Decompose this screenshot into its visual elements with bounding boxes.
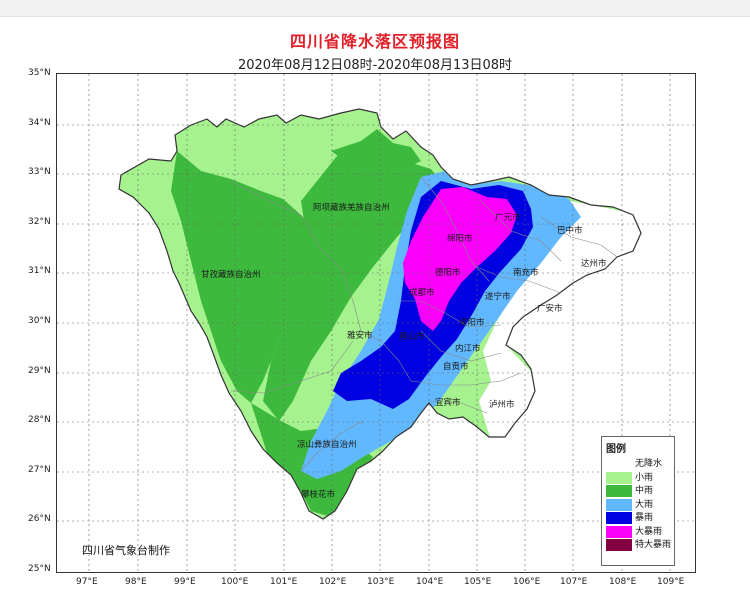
region-label-dazhou: 达州市 xyxy=(581,258,607,269)
producer-credit: 四川省气象台制作 xyxy=(82,544,170,557)
lat-label-28: 28°N xyxy=(28,415,51,425)
lon-label-98: 98°E xyxy=(125,577,147,587)
lat-label-31: 31°N xyxy=(28,266,51,276)
legend-item-extreme-rainstorm: 特大暴雨 xyxy=(602,538,674,552)
region-label-bazhong: 巴中市 xyxy=(557,225,583,236)
lat-label-33: 33°N xyxy=(28,167,51,177)
map-legend: 图例 无降水 小雨 中雨 大雨 暴雨 大暴雨 特大暴雨 xyxy=(601,436,675,566)
legend-item-heavy-rain: 大雨 xyxy=(602,498,674,512)
region-label-neijiang: 内江市 xyxy=(455,343,481,354)
region-label-guangan: 广安市 xyxy=(537,303,563,314)
region-label-ganzi: 甘孜藏族自治州 xyxy=(201,269,261,280)
legend-item-moderate-rain: 中雨 xyxy=(602,484,674,498)
region-label-guangyuan: 广元市 xyxy=(495,212,521,223)
area-heavy-rainstorm xyxy=(403,187,517,331)
region-label-mianyang: 绵阳市 xyxy=(447,233,473,244)
province-outline xyxy=(118,108,642,520)
region-label-yaan: 雅安市 xyxy=(347,330,373,341)
lon-label-102: 102°E xyxy=(319,577,347,587)
map-title: 四川省降水落区预报图 xyxy=(289,32,460,51)
lat-label-27: 27°N xyxy=(28,465,51,475)
lon-label-103: 103°E xyxy=(367,577,395,587)
region-label-liangshan: 凉山彝族自治州 xyxy=(297,439,357,450)
lon-label-107: 107°E xyxy=(560,577,588,587)
lat-label-30: 30°N xyxy=(28,316,51,326)
lon-label-101: 101°E xyxy=(270,577,298,587)
lon-label-106: 106°E xyxy=(513,577,541,587)
lon-label-109: 109°E xyxy=(657,577,685,587)
region-label-luzhou: 泸州市 xyxy=(489,399,515,410)
lon-label-108: 108°E xyxy=(609,577,637,587)
lat-label-26: 26°N xyxy=(28,514,51,524)
area-moderate-rain-north xyxy=(331,129,421,171)
legend-item-no-rain: 无降水 xyxy=(602,457,674,471)
lon-label-105: 105°E xyxy=(464,577,492,587)
lat-label-34: 34°N xyxy=(28,118,51,128)
legend-swatch-light-rain xyxy=(606,471,632,484)
area-moderate-rain-west xyxy=(171,151,321,403)
lon-label-100: 100°E xyxy=(221,577,249,587)
region-label-yibin: 宜宾市 xyxy=(435,397,461,408)
legend-swatch-moderate-rain xyxy=(606,485,632,497)
legend-title: 图例 xyxy=(606,444,626,455)
area-moderate-rain-central xyxy=(263,147,445,421)
lon-label-99: 99°E xyxy=(174,577,196,587)
region-label-panzhihua: 攀枝花市 xyxy=(301,489,336,500)
lat-label-29: 29°N xyxy=(28,366,51,376)
browser-top-strip xyxy=(0,0,750,17)
lon-label-104: 104°E xyxy=(416,577,444,587)
legend-swatch-heavy-rain xyxy=(606,498,632,511)
region-label-ziyang: 资阳市 xyxy=(459,317,485,328)
lat-label-25: 25°N xyxy=(28,564,51,574)
area-no-rain-east xyxy=(479,197,641,441)
lon-label-97: 97°E xyxy=(76,577,98,587)
legend-swatch-no-rain xyxy=(606,458,632,470)
legend-swatch-rainstorm xyxy=(606,512,632,524)
region-label-aba: 阿坝藏族羌族自治州 xyxy=(313,202,390,213)
region-label-zigong: 自贡市 xyxy=(443,361,469,372)
legend-item-heavy-rainstorm: 大暴雨 xyxy=(602,525,674,539)
graticule xyxy=(57,74,695,572)
lat-label-35: 35°N xyxy=(28,68,51,78)
map-frame: 阿坝藏族羌族自治州 甘孜藏族自治州 凉山彝族自治州 攀枝花市 广元市 绵阳市 巴… xyxy=(56,73,696,573)
region-label-suining: 遂宁市 xyxy=(485,291,511,302)
prefecture-boundaries xyxy=(230,176,618,472)
legend-item-rainstorm: 暴雨 xyxy=(602,511,674,525)
region-label-nanchong: 南充市 xyxy=(513,267,539,278)
lat-label-32: 32°N xyxy=(28,217,51,227)
region-label-deyang: 德阳市 xyxy=(435,267,461,278)
region-label-meishan: 眉山市 xyxy=(399,331,425,342)
region-label-chengdu: 成都市 xyxy=(409,287,435,298)
legend-swatch-extreme-rainstorm xyxy=(606,539,632,551)
precipitation-map: 阿坝藏族羌族自治州 甘孜藏族自治州 凉山彝族自治州 攀枝花市 广元市 绵阳市 巴… xyxy=(57,74,695,572)
legend-item-light-rain: 小雨 xyxy=(602,471,674,485)
legend-swatch-heavy-rainstorm xyxy=(606,525,632,538)
map-subtitle: 2020年08月12日08时-2020年08月13日08时 xyxy=(237,58,513,73)
